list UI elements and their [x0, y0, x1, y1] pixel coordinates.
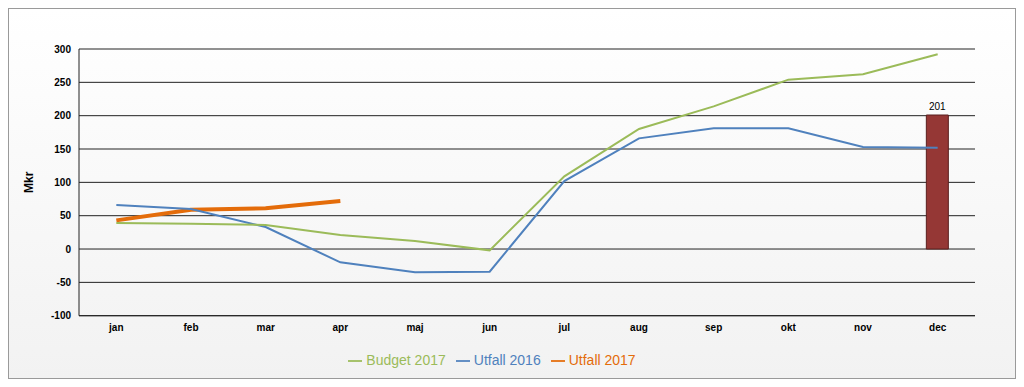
svg-text:-100: -100	[51, 310, 71, 321]
html-text:Utfall 2016: Utfall 2016	[473, 351, 541, 368]
svg-text:0: 0	[65, 244, 71, 255]
svg-text:201: 201	[929, 101, 946, 112]
svg-text:150: 150	[54, 144, 71, 155]
svg-text:nov: nov	[854, 322, 872, 333]
svg-text:300: 300	[54, 44, 71, 55]
svg-text:jul: jul	[557, 322, 570, 333]
svg-text:feb: feb	[184, 322, 199, 333]
svg-text:jan: jan	[108, 322, 123, 333]
svg-text:dec: dec	[929, 322, 947, 333]
svg-text:jun: jun	[481, 322, 497, 333]
svg-text:50: 50	[60, 210, 72, 221]
html-text:Budget 2017: Budget 2017	[366, 351, 446, 368]
svg-text:Mkr: Mkr	[22, 171, 36, 193]
svg-text:okt: okt	[781, 322, 797, 333]
svg-text:mar: mar	[256, 322, 274, 333]
html-text:Utfall 2017: Utfall 2017	[568, 351, 636, 368]
svg-text:maj: maj	[406, 322, 423, 333]
svg-text:-50: -50	[57, 277, 72, 288]
svg-text:100: 100	[54, 177, 71, 188]
svg-text:aug: aug	[630, 322, 648, 333]
svg-text:250: 250	[54, 77, 71, 88]
svg-text:200: 200	[54, 110, 71, 121]
svg-text:apr: apr	[333, 322, 349, 333]
svg-text:sep: sep	[705, 322, 722, 333]
